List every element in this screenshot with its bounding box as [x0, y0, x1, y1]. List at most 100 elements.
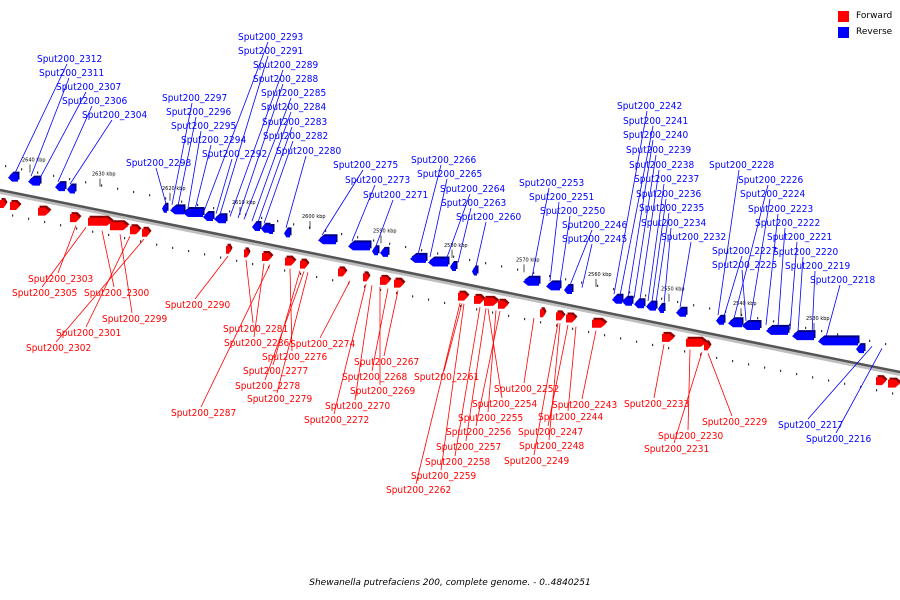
- minor-tick: [309, 226, 311, 229]
- kbp-tick-label: 2610 kbp: [232, 200, 256, 206]
- reverse-gene-label: Sput200_2306: [62, 96, 127, 107]
- gene-body: [540, 309, 545, 318]
- leader-line: [14, 63, 68, 174]
- leader-line: [653, 344, 665, 399]
- gene-body: [566, 314, 576, 323]
- gene-body: [38, 207, 50, 216]
- leader-line: [264, 271, 305, 381]
- minor-tick: [812, 376, 814, 379]
- reverse-gene-label: Sput200_2228: [709, 160, 774, 171]
- minor-tick: [92, 230, 94, 233]
- leader-line: [171, 102, 193, 205]
- minor-tick: [661, 297, 663, 300]
- gene-body: [474, 295, 484, 304]
- forward-gene: [0, 198, 8, 208]
- gene-body: [130, 226, 140, 235]
- gene-body: [612, 295, 622, 304]
- forward-gene: [130, 224, 142, 235]
- forward-gene-label: Sput200_2258: [425, 457, 490, 468]
- minor-tick: [540, 321, 542, 324]
- leader-line: [429, 178, 448, 258]
- reverse-gene-label: Sput200_2311: [39, 68, 104, 79]
- minor-tick: [597, 284, 599, 287]
- gene-body: [214, 215, 226, 224]
- gene-body: [262, 252, 272, 261]
- reverse-gene: [716, 314, 726, 325]
- gene-body: [742, 322, 760, 331]
- gene-body: [622, 297, 632, 306]
- leader-line: [57, 105, 93, 182]
- forward-gene: [338, 266, 348, 277]
- reverse-gene: [546, 280, 562, 291]
- minor-tick: [380, 288, 382, 292]
- leader-line: [717, 169, 740, 316]
- leader-line: [333, 283, 367, 415]
- minor-tick: [437, 252, 439, 255]
- gene-body: [716, 316, 724, 325]
- minor-tick: [133, 190, 135, 194]
- reverse-gene-label: Sput200_2283: [262, 117, 327, 128]
- leader-line: [41, 227, 87, 288]
- gene-body: [0, 200, 6, 208]
- forward-gene-label: Sput200_2276: [262, 352, 327, 363]
- forward-gene-label: Sput200_2279: [247, 394, 312, 405]
- gene-body: [380, 248, 388, 257]
- minor-tick: [405, 245, 407, 249]
- forward-gene-label: Sput200_2247: [518, 427, 583, 438]
- gene-body: [28, 177, 40, 186]
- reverse-gene-label: Sput200_2298: [126, 158, 191, 169]
- minor-tick: [565, 278, 567, 281]
- leader-line: [548, 323, 561, 441]
- reverse-gene: [284, 227, 292, 238]
- leader-line: [639, 169, 660, 300]
- leader-line: [465, 308, 487, 442]
- minor-tick: [60, 224, 62, 227]
- reverse-swatch: [838, 26, 849, 38]
- reverse-gene-label: Sput200_2294: [181, 135, 246, 146]
- gene-body: [498, 300, 508, 309]
- reverse-gene-label: Sput200_2275: [333, 160, 398, 171]
- leader-line: [415, 302, 461, 485]
- reverse-gene: [658, 303, 666, 314]
- leader-line: [531, 187, 550, 278]
- leader-line: [549, 201, 560, 282]
- gene-body: [484, 297, 498, 306]
- minor-tick: [892, 392, 894, 395]
- minor-tick: [108, 233, 110, 237]
- reverse-gene: [766, 324, 790, 335]
- reverse-gene: [28, 175, 42, 186]
- reverse-gene: [410, 252, 428, 263]
- minor-tick: [453, 255, 455, 258]
- leader-line: [375, 199, 394, 247]
- minor-tick: [357, 236, 359, 239]
- reverse-gene-label: Sput200_2246: [562, 220, 627, 231]
- reverse-gene: [183, 207, 205, 218]
- reverse-gene-label: Sput200_2224: [740, 189, 805, 200]
- reverse-gene: [646, 300, 658, 311]
- leader-line: [627, 139, 654, 298]
- gene-body: [183, 209, 203, 218]
- reverse-gene: [170, 204, 186, 215]
- minor-tick: [741, 313, 743, 317]
- leader-line: [237, 83, 284, 219]
- reverse-gene-label: Sput200_2217: [778, 420, 843, 431]
- leader-line: [119, 234, 133, 314]
- leader-line: [457, 207, 472, 263]
- forward-gene-label: Sput200_2278: [235, 381, 300, 392]
- kbp-tick-label: 2630 kbp: [92, 172, 116, 178]
- minor-tick: [844, 382, 846, 385]
- reverse-gene-label: Sput200_2251: [529, 192, 594, 203]
- forward-gene: [498, 298, 510, 309]
- leader-line: [155, 167, 167, 204]
- leader-line: [487, 310, 497, 413]
- gene-body: [226, 245, 231, 254]
- gene-body: [428, 258, 448, 267]
- gene-body: [450, 263, 456, 271]
- minor-tick: [677, 300, 679, 304]
- reverse-gene-label: Sput200_2236: [636, 189, 701, 200]
- forward-gene-label: Sput200_2269: [350, 386, 415, 397]
- leader-line: [789, 241, 798, 330]
- minor-tick: [204, 253, 206, 256]
